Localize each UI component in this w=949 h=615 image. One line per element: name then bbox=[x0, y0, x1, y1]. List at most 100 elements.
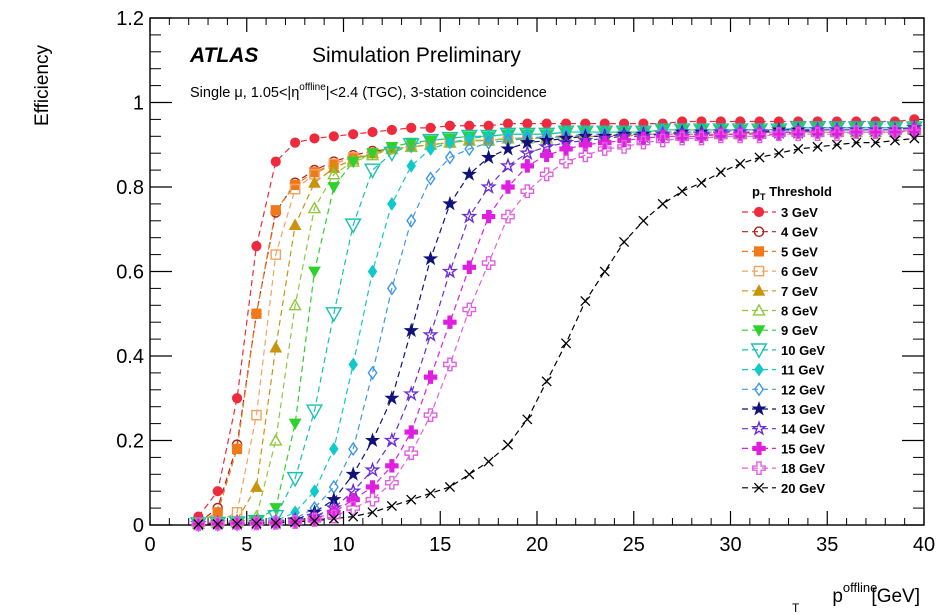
point-20-gev bbox=[560, 338, 572, 349]
point-20-gev bbox=[754, 152, 765, 163]
point-11-gev bbox=[348, 357, 358, 372]
point-9-gev bbox=[424, 135, 437, 148]
legend-entry-18-gev: 18 GeV bbox=[742, 461, 825, 476]
point-3-gev bbox=[367, 126, 378, 138]
point-14-gev bbox=[422, 326, 439, 342]
point-20-gev bbox=[909, 133, 920, 144]
x-tick-label: 40 bbox=[913, 534, 935, 556]
point-20-gev bbox=[638, 215, 649, 226]
x-tick-label: 0 bbox=[144, 534, 155, 556]
point-3-gev bbox=[502, 118, 514, 129]
point-18-gev bbox=[636, 135, 651, 150]
point-14-gev bbox=[364, 461, 381, 478]
point-10-gev bbox=[363, 163, 382, 179]
legend-marker-15-gev bbox=[752, 441, 766, 456]
point-5-gev bbox=[231, 443, 243, 455]
point-18-gev bbox=[713, 129, 728, 144]
point-14-gev bbox=[480, 178, 497, 194]
y-tick-label: 1 bbox=[133, 93, 144, 115]
point-15-gev bbox=[539, 148, 554, 163]
point-10-gev bbox=[402, 138, 420, 154]
point-13-gev bbox=[461, 166, 477, 181]
legend-label: 11 GeV bbox=[781, 363, 825, 378]
point-6-gev bbox=[289, 183, 301, 195]
curve-20-gev bbox=[198, 137, 915, 525]
legend-entry-4-gev: 4 GeV bbox=[742, 225, 818, 240]
point-20-gev bbox=[406, 494, 417, 505]
legend-label: 15 GeV bbox=[781, 441, 825, 456]
legend-entry-13-gev: 13 GeV bbox=[742, 401, 825, 417]
point-18-gev bbox=[791, 127, 806, 142]
legend-marker-13-gev bbox=[751, 401, 767, 416]
point-20-gev bbox=[483, 456, 494, 467]
point-18-gev bbox=[443, 357, 457, 372]
point-10-gev bbox=[383, 146, 401, 163]
point-20-gev bbox=[735, 158, 746, 169]
point-10-gev bbox=[441, 131, 459, 148]
point-8-gev bbox=[288, 298, 302, 311]
point-3-gev bbox=[309, 133, 320, 144]
legend-entry-12-gev: 12 GeV bbox=[742, 382, 825, 397]
point-10-gev bbox=[267, 509, 285, 526]
y-tick-label: 0.6 bbox=[116, 262, 144, 284]
point-20-gev bbox=[541, 376, 552, 387]
point-3-gev bbox=[348, 129, 359, 140]
point-20-gev bbox=[889, 135, 901, 146]
legend-marker-5-gev bbox=[753, 246, 765, 257]
point-20-gev bbox=[522, 414, 533, 425]
point-11-gev bbox=[464, 131, 475, 146]
point-9-gev bbox=[288, 418, 302, 431]
point-20-gev bbox=[657, 198, 668, 209]
point-3-gev bbox=[464, 120, 475, 131]
point-7-gev bbox=[250, 480, 263, 492]
y-tick-label: 0.8 bbox=[116, 177, 144, 199]
curve-15-gev bbox=[198, 129, 915, 525]
legend-label: 3 GeV bbox=[781, 205, 818, 220]
point-20-gev bbox=[386, 500, 397, 512]
x-tick-label: 25 bbox=[623, 534, 645, 556]
point-20-gev bbox=[367, 507, 378, 518]
point-18-gev bbox=[597, 142, 612, 156]
point-18-gev bbox=[655, 133, 670, 148]
data-markers bbox=[189, 114, 923, 533]
point-13-gev bbox=[422, 250, 439, 266]
legend-label: 7 GeV bbox=[781, 284, 818, 299]
point-11-gev bbox=[425, 142, 436, 156]
point-12-gev bbox=[348, 441, 359, 457]
point-10-gev bbox=[325, 307, 343, 323]
point-20-gev bbox=[328, 513, 339, 524]
point-20-gev bbox=[212, 519, 223, 530]
legend-title: pT Threshold bbox=[752, 184, 832, 202]
point-15-gev bbox=[423, 370, 438, 384]
point-15-gev bbox=[520, 159, 535, 173]
point-18-gev bbox=[326, 509, 341, 524]
point-3-gev bbox=[328, 131, 339, 142]
point-14-gev bbox=[403, 385, 420, 402]
point-6-gev bbox=[270, 249, 282, 260]
point-20-gev bbox=[793, 143, 804, 155]
point-3-gev bbox=[444, 120, 456, 131]
legend-label: 4 GeV bbox=[781, 225, 818, 240]
point-18-gev bbox=[384, 475, 399, 490]
legend-label: 18 GeV bbox=[781, 461, 825, 476]
curve-12-gev bbox=[198, 127, 915, 525]
legend-entry-20-gev: 20 GeV bbox=[742, 481, 825, 496]
point-18-gev bbox=[868, 125, 883, 139]
legend-entry-11-gev: 11 GeV bbox=[742, 363, 825, 378]
legend-label: 13 GeV bbox=[781, 402, 825, 417]
point-11-gev bbox=[367, 264, 378, 279]
point-20-gev bbox=[812, 141, 823, 152]
curve-7-gev bbox=[198, 129, 915, 525]
point-18-gev bbox=[539, 167, 554, 182]
atlas-title: Simulation Preliminary bbox=[312, 44, 521, 67]
point-20-gev bbox=[309, 515, 320, 526]
y-tick-label: 0 bbox=[133, 515, 144, 537]
point-12-gev bbox=[367, 365, 378, 381]
legend-marker-18-gev bbox=[752, 461, 766, 476]
point-8-gev bbox=[307, 201, 322, 214]
point-3-gev bbox=[270, 156, 281, 167]
point-9-gev bbox=[327, 182, 341, 194]
point-11-gev bbox=[406, 159, 416, 173]
point-15-gev bbox=[365, 480, 380, 494]
point-18-gev bbox=[675, 131, 690, 146]
